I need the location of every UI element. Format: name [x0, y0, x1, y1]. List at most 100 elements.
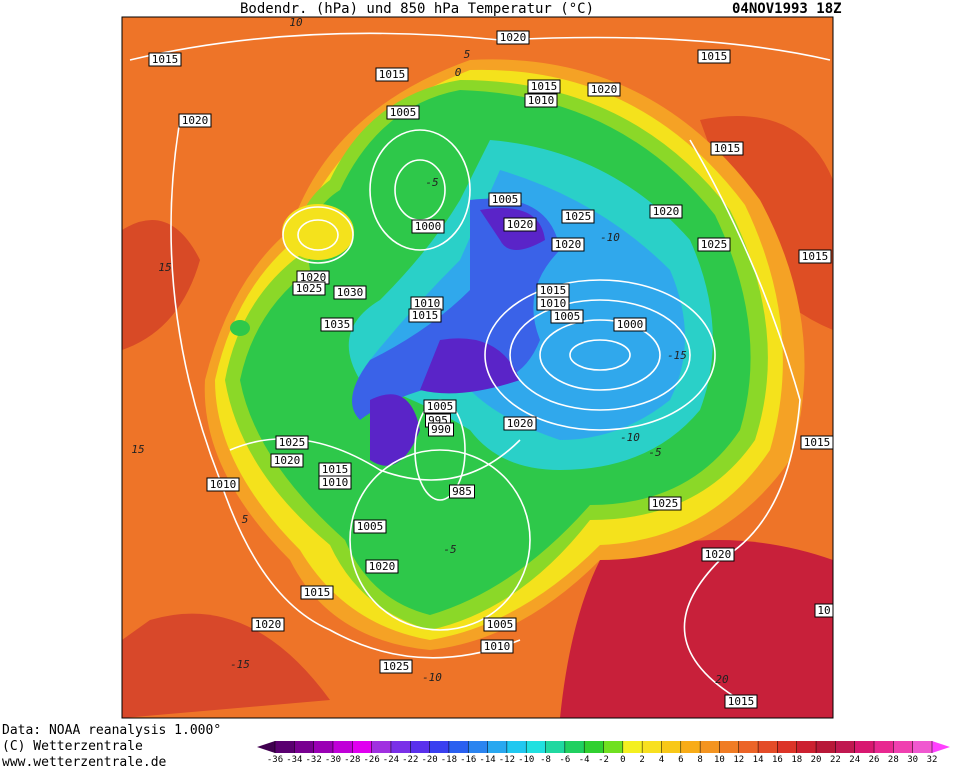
isobar-label: 1005	[487, 618, 514, 631]
isobar-label: 1025	[279, 436, 306, 449]
isobar-label-box	[320, 317, 354, 332]
colorbar-label: -8	[540, 755, 551, 765]
isobar-label-box	[561, 209, 595, 224]
colorbar-label: -24	[383, 755, 399, 765]
colorbar-swatch	[584, 741, 604, 753]
colorbar-end	[932, 741, 950, 753]
isobar-label-box	[292, 281, 326, 296]
map-labels: 1015102010151015101010201015102010051015…	[131, 16, 834, 709]
isobar-label-box	[428, 422, 454, 437]
isobar-label: 1015	[540, 284, 567, 297]
temperature-label: -15	[230, 658, 250, 671]
isobar-label: 1025	[652, 497, 679, 510]
isobar-label-box	[449, 484, 475, 499]
isobar-label-box	[814, 603, 834, 618]
isobar-label: 1005	[357, 520, 384, 533]
isobar-label: 1010	[484, 640, 511, 653]
colorbar-label: 26	[869, 755, 880, 765]
colorbar-swatch	[661, 741, 682, 753]
temperature-label: -5	[648, 446, 661, 459]
colorbar-swatch	[738, 741, 759, 753]
colorbar-label: -32	[306, 755, 322, 765]
temperature-label: 10	[289, 16, 303, 29]
isobar-label-box	[587, 82, 621, 97]
isobar-label-box	[550, 309, 584, 324]
isobar-label: 1015	[304, 586, 331, 599]
colorbar-swatch	[816, 741, 836, 753]
colorbar-swatch	[719, 741, 740, 753]
temperature-label: 5	[464, 48, 471, 61]
isobar-label: 1020	[555, 238, 582, 251]
colorbar-label: 18	[791, 755, 802, 765]
isobar-label: 1035	[324, 318, 351, 331]
colorbar-swatch	[506, 741, 527, 753]
isobar	[297, 219, 339, 251]
isobar-label: 1010	[414, 297, 441, 310]
colorbar-label: -18	[441, 755, 457, 765]
colorbar-label: 2	[639, 755, 644, 765]
warm-area	[122, 220, 200, 350]
isobar-label: 1020	[507, 218, 534, 231]
isobar-label-box	[411, 219, 445, 234]
isobar	[282, 206, 354, 264]
isobar-label-box	[379, 659, 413, 674]
isobar-label-box	[697, 49, 731, 64]
colorbar-swatch	[275, 741, 295, 753]
colorbar-label: 28	[888, 755, 899, 765]
temperature-field	[122, 17, 833, 718]
colorbar-label: 14	[753, 755, 764, 765]
isobar-label: 1015	[714, 142, 741, 155]
isobar	[539, 319, 661, 391]
isobar-label-box	[697, 237, 731, 252]
temperature-label: -15	[667, 349, 687, 362]
isobar-label-box	[701, 547, 735, 562]
isobar-label: 1020	[591, 83, 618, 96]
isobar-label: 1015	[412, 309, 439, 322]
colorbar-label: 0	[620, 755, 625, 765]
isobar	[509, 299, 691, 411]
isobar-label: 1020	[705, 548, 732, 561]
isobar-label: 1025	[296, 282, 323, 295]
colorbar-swatch	[796, 741, 817, 753]
colorbar-swatch	[448, 741, 469, 753]
colorbar-swatch	[622, 741, 643, 753]
isobar	[229, 437, 521, 481]
isobar-label-box	[527, 79, 561, 94]
colorbar-label: -10	[518, 755, 534, 765]
isobar-label-box	[551, 237, 585, 252]
colorbar-label: 20	[811, 755, 822, 765]
isobar-label-box	[480, 639, 514, 654]
temperature-label: -5	[443, 543, 456, 556]
colorbar-swatch	[680, 741, 701, 753]
temp-band	[282, 204, 354, 260]
isobar-label: 1015	[152, 53, 179, 66]
isobar-label-box	[206, 477, 240, 492]
isobar-label: 1020	[255, 618, 282, 631]
isobar-label: 1015	[802, 250, 829, 263]
map-frame	[121, 16, 834, 719]
isobar-label-box	[251, 617, 285, 632]
isobar-label: 1015	[728, 695, 755, 708]
isobar-label-box	[503, 217, 537, 232]
colorbar: -36 -34 -32 -30 -28 -26 -24 -22 -20 -18 -16 -14 -12-…	[257, 741, 950, 765]
temp-band	[370, 208, 545, 466]
isobar-label: 985	[452, 485, 472, 498]
isobar-label-box	[798, 249, 832, 264]
colorbar-swatch	[854, 741, 875, 753]
isobar	[569, 339, 631, 371]
colorbar-label: -36	[267, 755, 283, 765]
colorbar-label: 8	[697, 755, 702, 765]
colorbar-label: -22	[402, 755, 418, 765]
temperature-label: 0	[455, 66, 462, 79]
isobar-label: 1020	[274, 454, 301, 467]
isobar-label-box	[365, 559, 399, 574]
isobar-label: 1015	[322, 463, 349, 476]
colorbar-swatch	[410, 741, 431, 753]
colorbar-swatch	[603, 741, 624, 753]
colorbar-swatch	[332, 741, 353, 753]
isobar-label-box	[300, 585, 334, 600]
isobar-label: 990	[431, 423, 451, 436]
colorbar-swatch	[700, 741, 720, 753]
colorbar-label: 12	[733, 755, 744, 765]
